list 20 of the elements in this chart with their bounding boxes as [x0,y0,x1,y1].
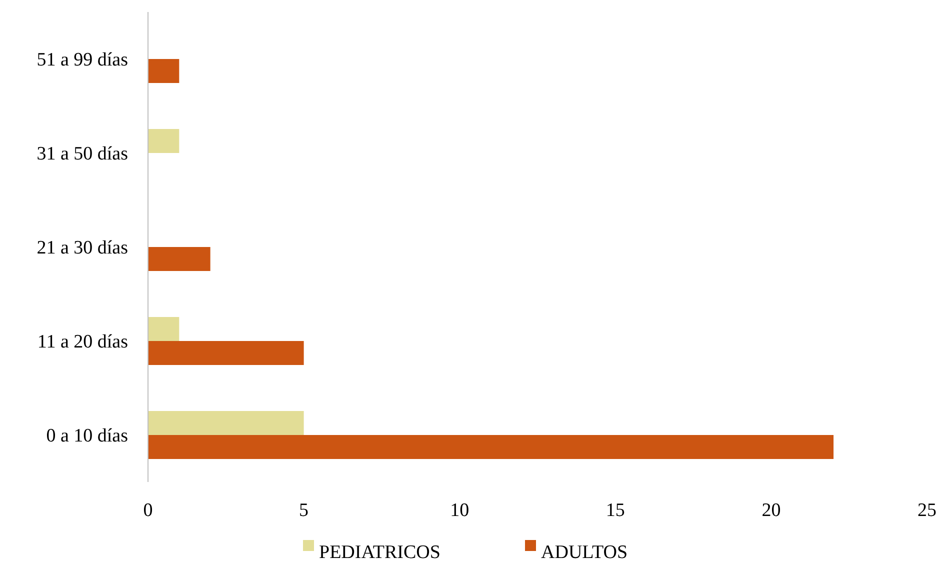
x-tick-label: 5 [299,500,309,521]
bar [148,341,304,365]
x-tick-label: 25 [918,500,936,521]
legend-label: PEDIATRICOS [319,542,440,563]
y-tick-label: 31 a 50 días [36,144,128,165]
x-tick-label: 20 [762,500,781,521]
bar [148,435,834,459]
bar [148,411,304,435]
x-tick-label: 10 [450,500,470,521]
bar [148,317,180,341]
bar [148,59,180,83]
x-tick-label: 0 [143,500,153,521]
legend-label: ADULTOS [541,542,628,563]
bar [148,129,180,153]
y-tick-label: 21 a 30 días [36,238,128,259]
bar [148,247,210,271]
y-tick-label: 0 a 10 días [46,426,128,447]
x-tick-label: 15 [606,500,625,521]
y-tick-label: 51 a 99 días [36,50,128,71]
y-tick-label: 11 a 20 días [37,332,128,353]
